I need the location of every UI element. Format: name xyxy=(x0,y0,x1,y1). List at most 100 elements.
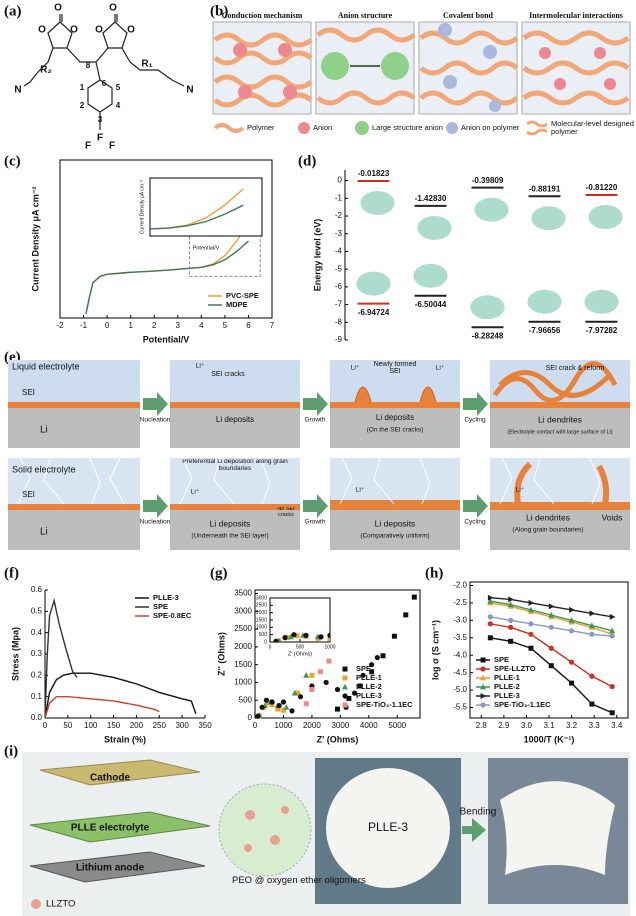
value-label: -1.42830 xyxy=(415,194,447,203)
mechanism-boxes-part xyxy=(483,45,497,59)
frame xyxy=(59,159,273,319)
marker xyxy=(528,599,535,606)
sei-diagram-part xyxy=(490,502,630,510)
label: Li⁺ xyxy=(516,487,525,494)
mechanism-boxes-part xyxy=(438,23,452,37)
sei-diagram-part xyxy=(170,408,300,448)
mechanism-boxes-part xyxy=(233,43,247,57)
mechanism-boxes-part xyxy=(381,52,409,80)
panel-label: (a) xyxy=(4,3,22,19)
label: F xyxy=(85,141,91,152)
y-tick-label: -7 xyxy=(335,300,343,309)
battery-illustration-part xyxy=(29,851,206,883)
marker xyxy=(569,606,575,613)
y-tick-label: -3 xyxy=(335,229,343,238)
x-tick-label: 3.2 xyxy=(566,721,578,730)
marker xyxy=(294,633,300,639)
label: (Electrolyte contact with large surface … xyxy=(507,429,612,435)
sei-diagram-part xyxy=(490,408,630,448)
x-tick-label: 300 xyxy=(175,721,189,730)
label: Polymer xyxy=(247,123,275,132)
label: Li⁺ xyxy=(356,487,365,494)
marker xyxy=(317,669,323,675)
marker xyxy=(548,663,554,669)
label: Nucleation xyxy=(140,417,171,424)
x-tick-label: 1000 xyxy=(324,644,335,650)
marker xyxy=(480,702,486,708)
sei-diagram-part-part xyxy=(303,494,328,518)
x-tick-label: 100 xyxy=(84,721,98,730)
mechanism-boxes-part xyxy=(278,43,292,57)
marker xyxy=(589,673,595,679)
y-tick-label: 500 xyxy=(259,632,268,638)
marker xyxy=(295,690,301,696)
marker xyxy=(374,654,380,661)
marker xyxy=(291,632,297,638)
y-tick-label: -5.5 xyxy=(453,703,467,712)
panel-label: (g) xyxy=(210,565,228,581)
marker xyxy=(342,702,348,708)
marker xyxy=(424,616,429,621)
label: No SEI cracks xyxy=(277,507,295,518)
label: 4 xyxy=(116,101,121,110)
molecule-part xyxy=(23,47,185,87)
x-tick-label: -1 xyxy=(80,321,88,330)
sei-diagram-part-part xyxy=(303,392,328,416)
sei-diagram-part xyxy=(170,458,300,504)
mechanism-boxes-part xyxy=(355,121,369,135)
label: SEI cracks xyxy=(211,371,245,378)
label: SEI xyxy=(22,388,35,397)
legend-label: SPE xyxy=(494,655,509,664)
x-tick-label: 7 xyxy=(270,321,275,330)
y-tick-label: 3500 xyxy=(234,589,252,598)
label: N xyxy=(186,85,193,96)
marker xyxy=(528,631,534,637)
x-tick-label: 0 xyxy=(253,721,258,730)
x-axis-label: 1000/T (K⁻¹) xyxy=(524,734,575,744)
sei-diagram-part xyxy=(514,461,610,505)
y-tick-label: -2 xyxy=(335,211,343,220)
marker xyxy=(548,624,554,630)
mechanism-boxes-part-part xyxy=(213,32,313,48)
label: Bending xyxy=(460,807,497,818)
series-line xyxy=(85,240,249,314)
marker xyxy=(387,626,392,631)
mechanism-boxes-part xyxy=(321,52,349,80)
sei-diagram-part xyxy=(354,386,437,403)
mechanism-boxes-part xyxy=(238,85,252,99)
mechanism-boxes-part-part xyxy=(419,60,519,76)
mechanism-boxes xyxy=(212,21,631,136)
inset-y-label: Current Density μA cm⁻² xyxy=(139,179,145,234)
marker xyxy=(259,704,265,710)
marker xyxy=(323,679,329,686)
marker xyxy=(403,612,409,618)
series-line xyxy=(44,672,197,719)
molecule-part xyxy=(47,14,73,49)
series-line xyxy=(150,188,244,230)
legend-label: PVC-SPE xyxy=(226,291,259,300)
mechanism-boxes-part xyxy=(489,100,501,112)
x-tick-label: 2.9 xyxy=(498,721,510,730)
series-line xyxy=(150,204,244,230)
marker xyxy=(477,629,482,634)
x-tick-label: 2.8 xyxy=(476,721,488,730)
battery-illustration-part xyxy=(31,899,41,909)
x-tick-label: 4000 xyxy=(360,721,378,730)
marker xyxy=(388,622,393,627)
marker xyxy=(609,627,616,634)
battery-illustration-part xyxy=(270,835,280,845)
sei-diagram-part xyxy=(330,510,460,550)
mechanism-boxes-part-part xyxy=(419,30,519,46)
marker xyxy=(588,622,595,628)
sei-diagram-part xyxy=(492,361,618,403)
marker xyxy=(508,624,514,630)
value-label: -0.88191 xyxy=(529,184,561,193)
label: Li⁺ xyxy=(351,365,360,372)
marker xyxy=(604,590,609,595)
marker xyxy=(334,686,341,693)
label: (On the SEI cracks) xyxy=(367,427,424,434)
mechanism-boxes-part xyxy=(604,78,616,90)
value-label: -6.50044 xyxy=(415,300,447,309)
marker xyxy=(480,666,486,672)
